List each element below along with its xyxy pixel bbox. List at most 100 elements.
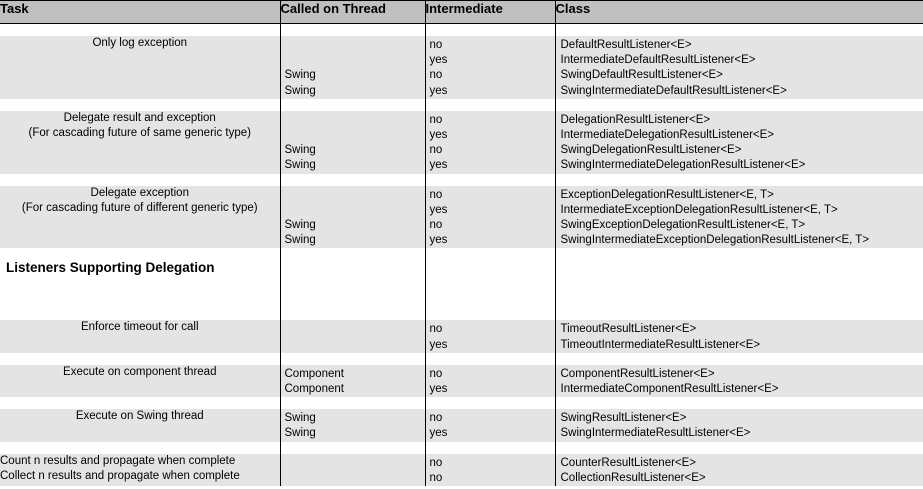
intermediate-cell: no yes: [424, 364, 556, 398]
intermediate-cell-line: no: [429, 412, 443, 425]
spacer-cell: [424, 173, 556, 186]
table-row: Only log exception Swing Swing no yes no yes D…: [0, 36, 923, 99]
task-line: Collect n results and propagate when com…: [0, 469, 240, 482]
intermediate-cell-line: yes: [429, 234, 448, 247]
called-on-thread-cell-lines: Swing Swing: [281, 409, 424, 441]
intermediate-cell-line: yes: [429, 129, 448, 142]
table-spacer-row: [0, 441, 923, 454]
intermediate-cell: no yes: [424, 320, 556, 353]
task-line: (For cascading future of different gener…: [21, 201, 258, 214]
task-line: Count n results and propagate when compl…: [0, 454, 236, 467]
intermediate-cell-lines: no yes no yes: [426, 36, 554, 99]
class-cell-line: ComponentResultListener<E>: [560, 367, 715, 380]
called-on-thread-cell-line: Swing: [284, 159, 316, 172]
table-row: Enforce timeout for call no yes TimeoutRes…: [0, 320, 923, 353]
intermediate-cell-line: no: [429, 471, 443, 484]
class-cell-lines: CounterResultListener<E> CollectionResult…: [556, 454, 922, 486]
spacer-cell: [0, 23, 281, 36]
intermediate-cell-line: no: [429, 219, 443, 232]
intermediate-cell-line: no: [429, 39, 443, 51]
section-header-row: Listeners Supporting Delegation: [0, 260, 923, 309]
class-cell-line: SwingIntermediateDelegationResultListene…: [560, 159, 806, 172]
spacer-cell: [279, 397, 426, 410]
task-line: Execute on Swing thread: [75, 410, 204, 423]
intermediate-cell-line: yes: [429, 203, 448, 216]
called-on-thread-cell-lines: Swing Swing: [281, 186, 424, 249]
intermediate-cell-line: yes: [429, 338, 448, 351]
called-on-thread-cell: Component Component: [279, 364, 426, 398]
intermediate-cell-line: yes: [429, 383, 448, 396]
column-header-intermediate: Intermediate: [424, 0, 556, 24]
called-on-thread-cell-line: Component: [284, 367, 344, 380]
spacer-cell: [554, 23, 923, 36]
intermediate-cell-lines: no yes: [426, 365, 554, 397]
class-cell: SwingResultListener<E> SwingIntermediateR…: [554, 409, 923, 442]
class-cell-line: SwingResultListener<E>: [560, 412, 687, 425]
class-cell-line: SwingIntermediateResultListener<E>: [560, 427, 751, 440]
class-cell-line: TimeoutIntermediateResultListener<E>: [560, 338, 761, 351]
spacer-cell: [554, 98, 923, 111]
called-on-thread-cell-line: Swing: [284, 219, 316, 232]
intermediate-cell-line: yes: [429, 54, 448, 67]
section-empty-intermediate: [424, 260, 556, 309]
class-cell-line: CounterResultListener<E>: [560, 456, 697, 469]
called-on-thread-cell-lines: [281, 454, 424, 486]
called-on-thread-cell: [279, 320, 426, 353]
intermediate-cell-line: no: [429, 188, 443, 201]
intermediate-cell-line: no: [429, 367, 443, 380]
spacer-cell: [0, 352, 281, 365]
called-on-thread-cell: Swing Swing: [279, 36, 426, 99]
spacer-cell: [279, 441, 426, 454]
class-cell-line: SwingDefaultResultListener<E>: [560, 69, 723, 82]
class-cell-lines: ComponentResultListener<E> IntermediateCo…: [556, 365, 922, 397]
intermediate-cell-line: yes: [429, 427, 448, 440]
task-lines: Execute on component thread: [0, 365, 279, 380]
task-lines: Count n results and propagate when compl…: [0, 454, 279, 484]
spacer-cell: [554, 352, 923, 365]
spacer-cell: [279, 173, 426, 186]
class-cell-lines: TimeoutResultListener<E> TimeoutIntermedi…: [556, 320, 922, 352]
table-body: Only log exception Swing Swing no yes no yes D…: [0, 23, 923, 487]
spacer-cell: [0, 397, 281, 410]
intermediate-cell-lines: no yes no yes: [426, 111, 554, 174]
called-on-thread-cell: [279, 453, 426, 487]
spacer-cell: [424, 352, 556, 365]
task-line: (For cascading future of same generic ty…: [28, 126, 251, 139]
section-header-label: Listeners Supporting Delegation: [6, 260, 215, 276]
class-cell-line: ExceptionDelegationResultListener<E, T>: [560, 188, 774, 201]
called-on-thread-cell-line: Swing: [284, 234, 316, 247]
intermediate-cell-line: no: [429, 144, 443, 157]
table-row: Count n results and propagate when compl…: [0, 453, 923, 487]
column-header-class: Class: [554, 0, 923, 24]
intermediate-cell-lines: no yes: [426, 320, 554, 352]
section-empty-thread: [279, 260, 426, 309]
called-on-thread-cell-lines: Swing Swing: [281, 36, 424, 99]
class-cell: CounterResultListener<E> CollectionResult…: [554, 453, 923, 487]
task-line: Delegate exception: [90, 186, 189, 199]
table-header-row: Task Called on Thread Intermediate Class: [0, 0, 923, 24]
intermediate-cell-line: no: [429, 113, 443, 126]
intermediate-cell: no yes: [424, 409, 556, 442]
spacer-cell: [0, 441, 281, 454]
spacer-cell: [554, 308, 923, 321]
intermediate-cell-line: no: [429, 323, 443, 336]
task-line: Delegate result and exception: [63, 111, 216, 124]
table-spacer-row: [0, 308, 923, 321]
class-cell: DefaultResultListener<E> IntermediateDefa…: [554, 36, 923, 99]
task-line: Enforce timeout for call: [80, 321, 199, 334]
table-spacer-row: [0, 98, 923, 111]
called-on-thread-cell-lines: Swing Swing: [281, 111, 424, 174]
intermediate-cell-lines: no yes no yes: [426, 186, 554, 249]
task-lines: Delegate exception (For cascading future …: [0, 186, 279, 216]
task-cell: Execute on component thread: [0, 364, 281, 398]
table-row: Delegate result and exception (For cascad…: [0, 110, 923, 174]
spacer-cell: [424, 248, 556, 261]
task-cell: Enforce timeout for call: [0, 320, 281, 353]
spacer-cell: [554, 441, 923, 454]
called-on-thread-cell: Swing Swing: [279, 185, 426, 249]
task-cell: Count n results and propagate when compl…: [0, 453, 281, 487]
intermediate-cell: no no: [424, 453, 556, 487]
class-cell-line: DelegationResultListener<E>: [560, 113, 711, 126]
called-on-thread-cell-line: Swing: [284, 427, 316, 440]
